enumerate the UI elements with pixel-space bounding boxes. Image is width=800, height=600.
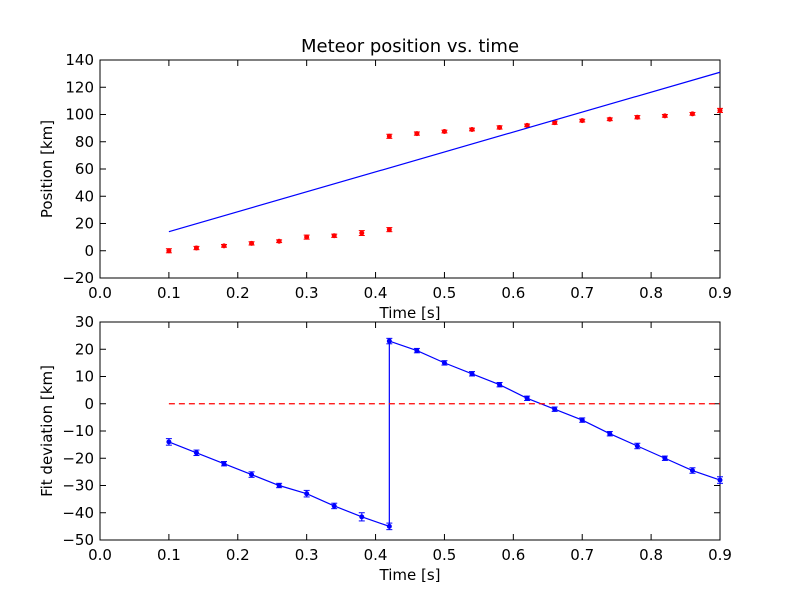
deviation-y-tick-label: −20 (62, 449, 94, 467)
deviation-y-tick-label: 20 (75, 340, 94, 358)
deviation-x-tick-label: 0.8 (639, 546, 663, 564)
deviation-x-tick-label: 0.4 (364, 546, 388, 564)
deviation-data-point (276, 483, 282, 488)
deviation-x-tick-label: 0.3 (295, 546, 319, 564)
deviation-data-point (166, 439, 172, 445)
position-data-point (662, 113, 668, 119)
position-data-point (304, 234, 310, 240)
position-y-tick-label: 140 (65, 51, 94, 69)
deviation-series-fit-deviation (165, 337, 723, 531)
deviation-data-point (524, 395, 530, 401)
position-x-axis-label: Time [s] (379, 304, 441, 322)
position-x-tick-label: 0.9 (708, 284, 732, 302)
deviation-data-point (441, 360, 447, 366)
position-data-point (331, 233, 337, 239)
position-data-point (249, 240, 255, 246)
position-x-tick-label: 0.1 (157, 284, 181, 302)
deviation-data-point (386, 523, 392, 529)
deviation-y-tick-label: 30 (75, 313, 94, 331)
deviation-x-tick-label: 0.5 (433, 546, 457, 564)
deviation-x-tick-label: 0.7 (570, 546, 594, 564)
position-x-tick-label: 0.5 (433, 284, 457, 302)
position-y-axis-label: Position [km] (38, 120, 56, 218)
deviation-data-point (193, 450, 199, 456)
position-data-point (497, 124, 503, 130)
deviation-data-point (304, 491, 310, 497)
deviation-y-tick-label: −40 (62, 504, 94, 522)
deviation-data-point (717, 477, 723, 483)
position-x-tick-label: 0.8 (639, 284, 663, 302)
position-data-point (469, 126, 475, 132)
deviation-data-point (634, 443, 640, 449)
position-x-tick-label: 0.6 (501, 284, 525, 302)
position-x-tick-label: 0.4 (364, 284, 388, 302)
position-data-point (441, 129, 447, 135)
deviation-x-tick-label: 0.1 (157, 546, 181, 564)
position-data-point (166, 248, 172, 254)
deviation-data-point (469, 371, 475, 377)
position-data-point (634, 114, 640, 120)
deviation-data-point (386, 338, 392, 344)
position-data-point (552, 120, 558, 126)
position-data-point (276, 238, 282, 244)
position-series-measured-position (165, 107, 723, 254)
position-y-tick-label: −20 (62, 269, 94, 287)
deviation-data-point (221, 461, 227, 467)
position-y-tick-label: 40 (75, 187, 94, 205)
position-data-point (386, 133, 392, 139)
fit-deviation-plot: Time [s] Fit deviation [km] 0.0 0.1 0.2 0.3… (38, 313, 732, 584)
deviation-y-axis-label: Fit deviation [km] (38, 365, 56, 497)
position-data-point (579, 118, 585, 124)
position-linear-fit-line (168, 71, 721, 233)
position-y-tick-label: 0 (84, 242, 94, 260)
deviation-x-tick-label: 0.2 (226, 546, 250, 564)
chart-title: Meteor position vs. time (301, 36, 519, 57)
deviation-data-point (552, 406, 558, 412)
position-plot: Time [s] Position [km] 0.0 0.1 0.2 0.3 0.4 0.… (38, 51, 732, 322)
deviation-data-point (689, 468, 695, 474)
position-y-tick-label: 80 (75, 133, 94, 151)
position-series-linear-fit (168, 71, 721, 233)
deviation-data-point (249, 472, 255, 478)
position-data-point (386, 227, 392, 233)
deviation-y-tick-label: −30 (62, 477, 94, 495)
deviation-data-point (331, 503, 337, 509)
deviation-x-tick-label: 0.0 (88, 546, 112, 564)
deviation-x-axis-label: Time [s] (379, 566, 441, 584)
position-data-point (193, 245, 199, 251)
position-x-tick-label: 0.0 (88, 284, 112, 302)
position-x-tick-label: 0.2 (226, 284, 250, 302)
deviation-x-tick-label: 0.9 (708, 546, 732, 564)
deviation-data-point (497, 382, 503, 388)
position-data-point (689, 111, 695, 117)
position-data-point (717, 107, 723, 113)
deviation-y-tick-label: 10 (75, 368, 94, 386)
deviation-data-point (359, 514, 365, 520)
deviation-data-point (414, 348, 420, 354)
position-y-tick-label: 100 (65, 106, 94, 124)
deviation-y-tick-label: −50 (62, 531, 94, 549)
position-y-tick-label: 120 (65, 78, 94, 96)
position-y-tick-label: 60 (75, 160, 94, 178)
deviation-fit-deviation-line (168, 340, 721, 528)
position-x-tick-label: 0.3 (295, 284, 319, 302)
position-data-point (524, 122, 530, 128)
deviation-data-point (579, 417, 585, 423)
position-data-point (359, 230, 365, 236)
deviation-data-point (662, 455, 668, 461)
position-data-point (221, 243, 227, 249)
deviation-y-tick-label: 0 (84, 395, 94, 413)
deviation-x-tick-label: 0.6 (501, 546, 525, 564)
position-x-tick-label: 0.7 (570, 284, 594, 302)
deviation-data-point (607, 431, 613, 437)
position-data-point (414, 131, 420, 137)
deviation-y-tick-label: −10 (62, 422, 94, 440)
position-y-tick-label: 20 (75, 215, 94, 233)
position-data-point (607, 116, 613, 122)
